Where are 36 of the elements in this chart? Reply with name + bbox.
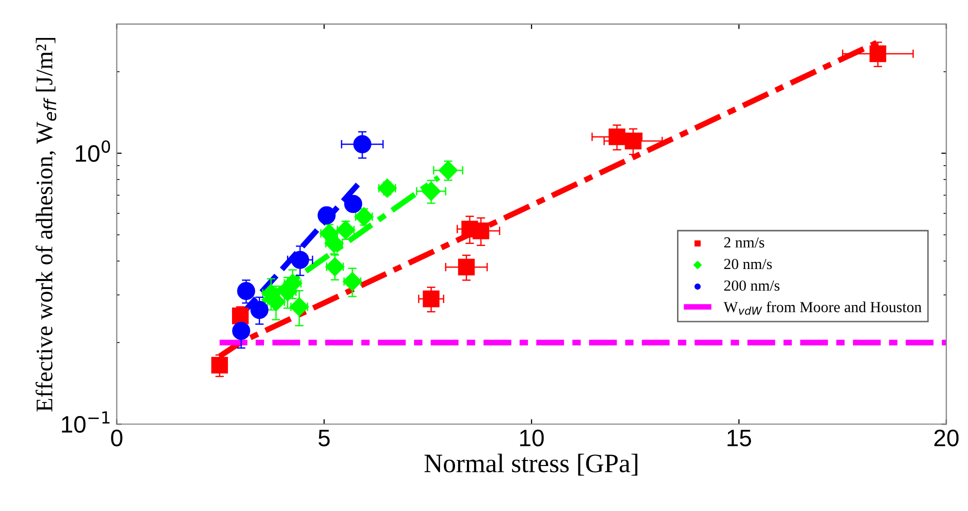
point <box>458 258 475 276</box>
x-tick-label: 20 <box>934 430 959 446</box>
point <box>624 132 642 150</box>
point <box>870 45 886 62</box>
point <box>250 300 268 319</box>
x-tick-label: 10 <box>520 430 544 446</box>
point <box>290 297 309 316</box>
point <box>438 160 458 180</box>
legend-label: 20 nm/s <box>724 258 772 270</box>
y-tick-label: 10$^{−1}$ <box>62 411 110 433</box>
point <box>237 282 256 300</box>
point <box>211 356 228 374</box>
point <box>232 308 249 324</box>
x-axis-title: Normal stress [GPa] <box>424 454 638 476</box>
y-axis-title: Effective work of adhesion, W$_{eff}$ [J/m²] <box>36 38 56 412</box>
point <box>353 135 372 154</box>
x-tick-label: 15 <box>728 430 752 446</box>
point <box>472 222 490 240</box>
point <box>232 322 250 340</box>
y-tick-label: 10$^{0}$ <box>76 140 110 162</box>
point <box>318 206 336 224</box>
point <box>342 272 362 292</box>
x-tick-label: 5 <box>318 430 330 446</box>
point <box>325 257 344 276</box>
legend-label: 200 nm/s <box>724 280 780 291</box>
point <box>344 194 362 213</box>
point <box>608 128 626 146</box>
point <box>291 250 310 269</box>
point <box>422 182 441 201</box>
legend-label: W$_{vdW}$ from Moore and Houston <box>724 301 922 315</box>
legend-label: 2 nm/s <box>724 237 764 248</box>
point <box>378 178 397 198</box>
point <box>336 220 356 240</box>
point <box>354 207 374 226</box>
point <box>422 290 440 308</box>
x-tick-label: 0 <box>111 430 122 446</box>
